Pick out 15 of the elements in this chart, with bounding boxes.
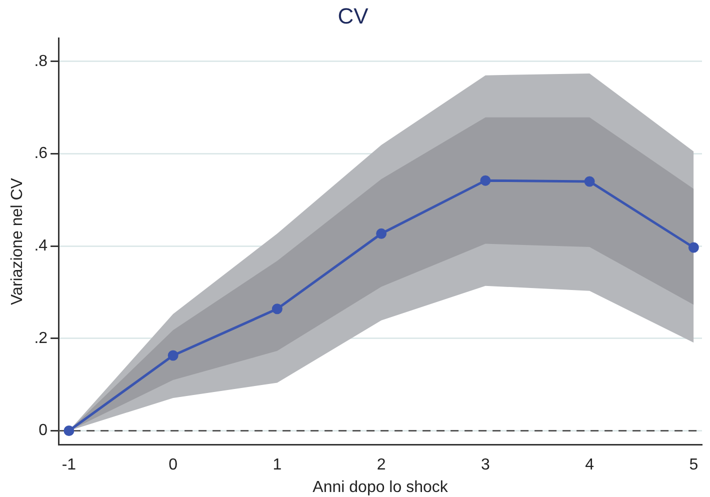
x-tick-label: 0 (168, 456, 178, 474)
x-tick-label: 2 (376, 456, 386, 474)
y-axis-title: Variazione nel CV (9, 178, 26, 305)
x-tick-label: 4 (585, 456, 594, 474)
x-tick-label: 1 (272, 456, 282, 474)
y-tick-label: .2 (34, 330, 48, 347)
x-axis-title: Anni dopo lo shock (312, 478, 449, 496)
y-tick-label: 0 (38, 422, 48, 440)
chart-title: CV (338, 3, 369, 28)
x-tick-label: 5 (689, 456, 698, 474)
y-tick-label: .4 (34, 238, 48, 255)
y-tick-label: .6 (34, 145, 48, 162)
x-tick-label: 3 (480, 456, 490, 474)
y-tick-label: .8 (34, 52, 48, 70)
x-tick-label: -1 (62, 456, 76, 474)
